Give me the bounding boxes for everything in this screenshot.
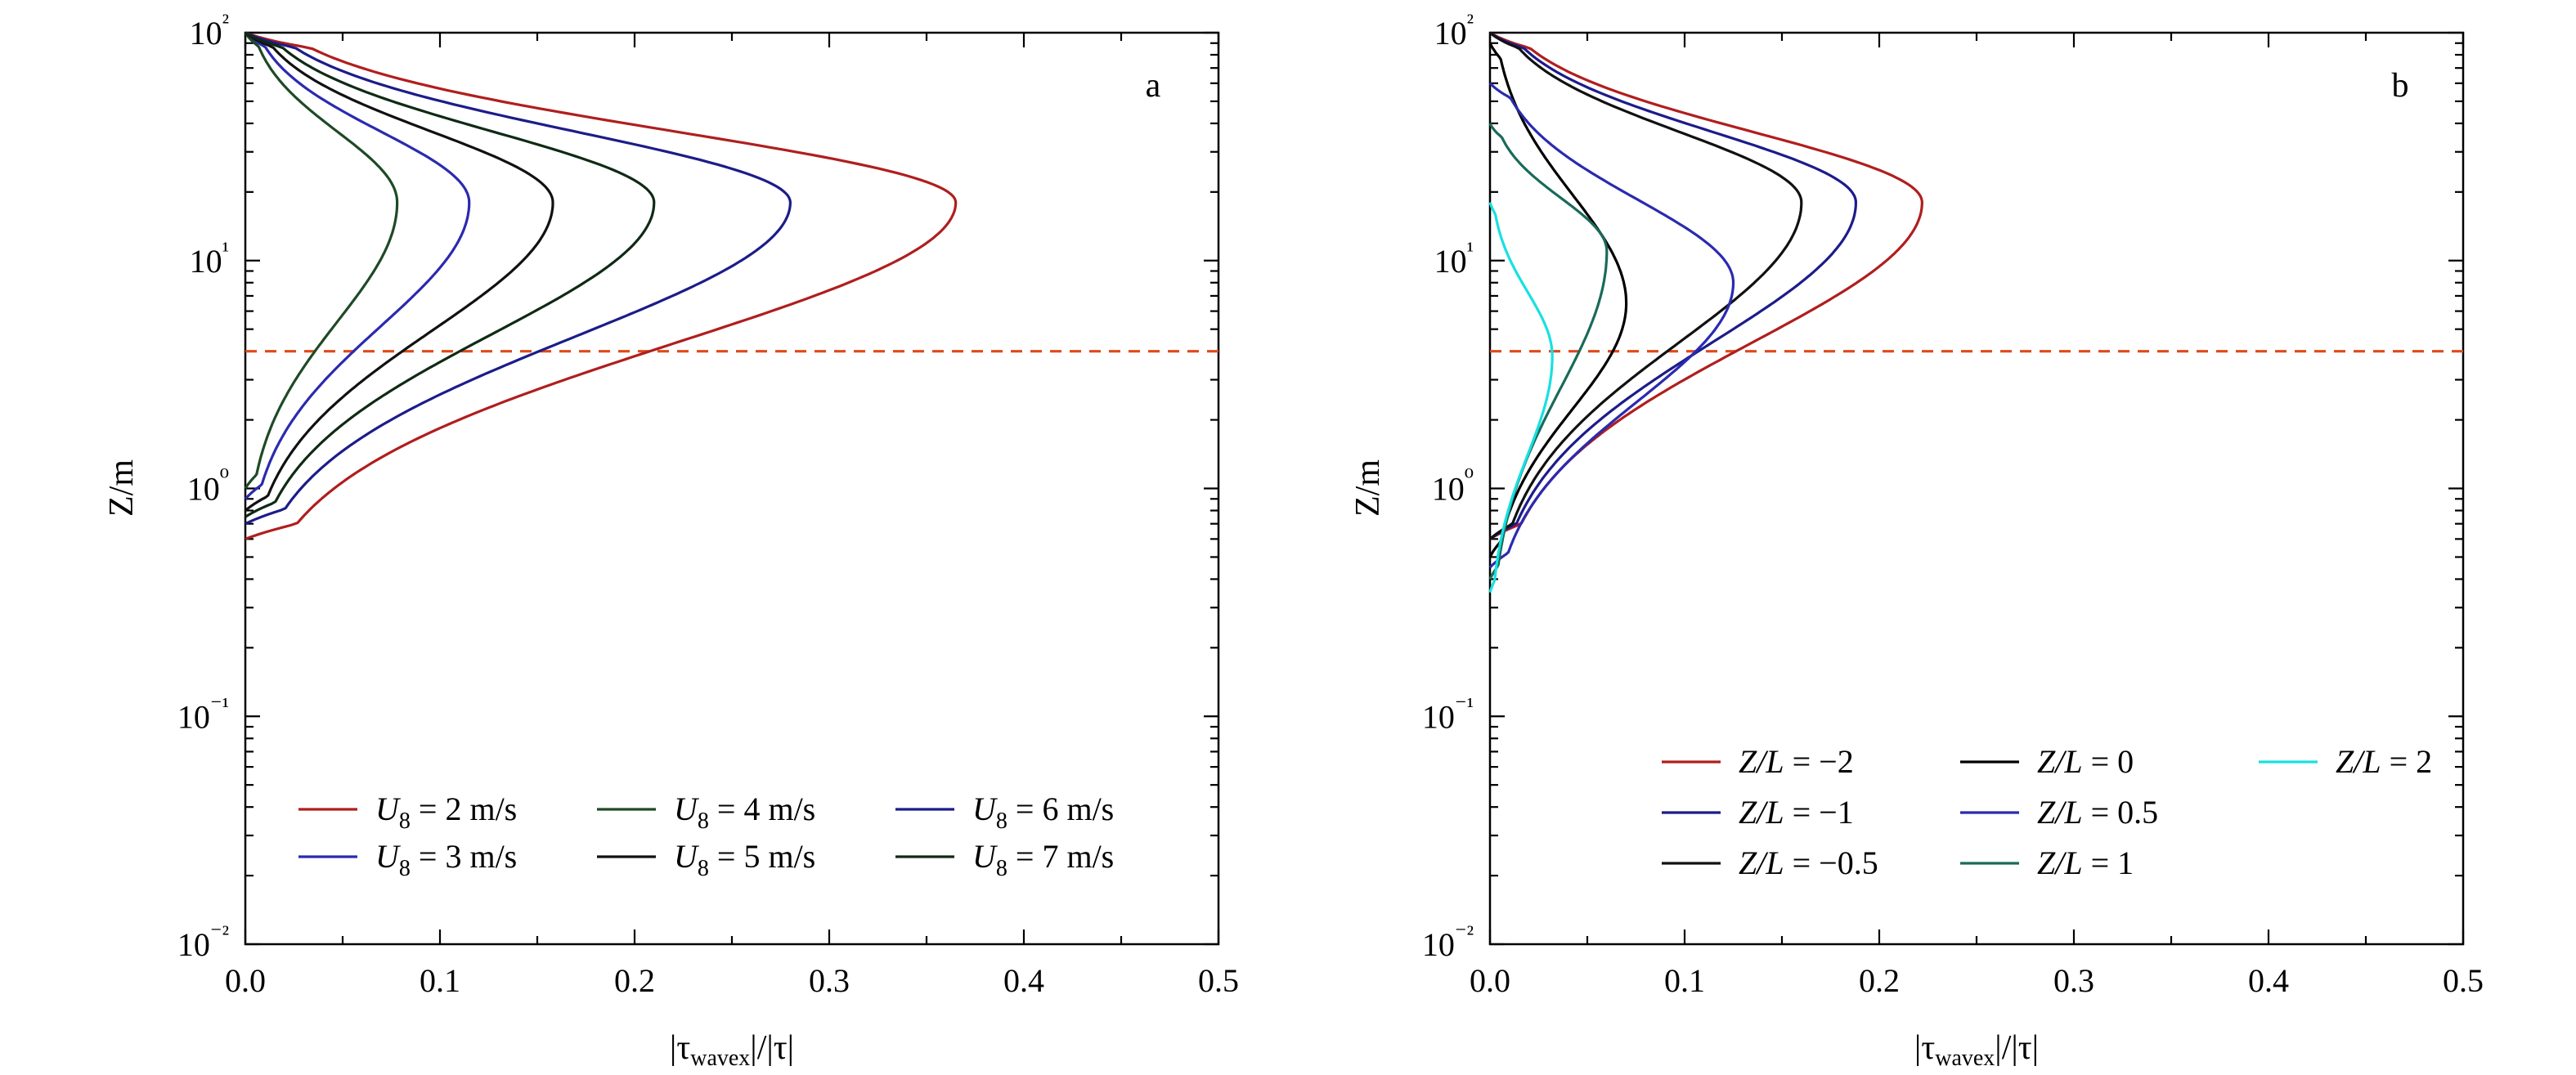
legend-entry: Z/L = 0.5	[1960, 794, 2158, 831]
legend-label: U8 = 4 m/s	[674, 791, 815, 834]
legend-label: U8 = 3 m/s	[375, 838, 517, 881]
panel-b-legend: Z/L = −2 Z/L = −1 Z/L = −0.5 Z/L = 0 Z/L = 0…	[1662, 743, 2432, 881]
panel-a-xlabel: |τwavex|/|τ|	[670, 1029, 794, 1071]
panel-a-series	[244, 31, 1218, 540]
x-tick-label: 0.3	[809, 962, 850, 999]
legend-label: Z/L = 2	[2336, 743, 2432, 780]
legend-label: U8 = 2 m/s	[375, 791, 517, 834]
y-tick-label: 10²	[1434, 10, 1474, 52]
legend-entry: U8 = 2 m/s	[298, 791, 517, 834]
y-tick-label: 10²	[190, 10, 229, 52]
legend-entry: U8 = 3 m/s	[298, 838, 517, 881]
series-line	[245, 31, 958, 540]
x-tick-label: 0.1	[420, 962, 460, 999]
panel-b-label: b	[2392, 67, 2409, 105]
y-tick-label: 10⁻¹	[1422, 693, 1474, 735]
series-line	[245, 31, 554, 512]
y-tick-label: 10⁰	[187, 466, 229, 508]
legend-label: Z/L = −2	[1739, 743, 1854, 780]
legend-entry: U8 = 6 m/s	[895, 791, 1114, 834]
panel-b-xlabel: |τwavex|/|τ|	[1914, 1029, 2039, 1071]
x-tick-label: 0.4	[2248, 962, 2289, 999]
legend-entry: U8 = 5 m/s	[597, 838, 815, 881]
legend-label: U8 = 6 m/s	[972, 791, 1114, 834]
legend-entry: Z/L = 1	[1960, 844, 2134, 881]
panel-a-ylabel: Z/m	[103, 459, 141, 517]
panel-a-label: a	[1146, 67, 1161, 105]
legend-label: Z/L = 0	[2037, 743, 2134, 780]
x-tick-label: 0.0	[225, 962, 266, 999]
x-tick-label: 0.5	[1198, 962, 1239, 999]
series-line	[1488, 82, 1735, 569]
legend-label: Z/L = 1	[2037, 844, 2134, 881]
legend-entry: Z/L = −1	[1662, 794, 1854, 831]
legend-entry: Z/L = −0.5	[1662, 844, 1878, 881]
legend-label: Z/L = 0.5	[2037, 794, 2158, 831]
y-tick-label: 10¹	[190, 238, 229, 280]
legend-entry: Z/L = 2	[2259, 743, 2432, 780]
y-tick-label: 10¹	[1434, 238, 1474, 280]
panel-b-frame	[1488, 31, 2465, 946]
series-line	[244, 32, 399, 490]
x-tick-label: 0.2	[1859, 962, 1900, 999]
legend-label: U8 = 7 m/s	[972, 838, 1114, 881]
y-tick-label: 10⁻²	[1422, 921, 1474, 963]
y-tick-label: 10⁰	[1432, 466, 1474, 508]
x-tick-label: 0.2	[614, 962, 655, 999]
panel-b-ticks: 0.0 0.1 0.2 0.3 0.4 0.5 10⁻² 10⁻¹ 10⁰ 10¹ 10²	[1422, 10, 2484, 999]
legend-entry: Z/L = 0	[1960, 743, 2134, 780]
series-line	[1488, 31, 1803, 540]
x-tick-label: 0.0	[1470, 962, 1510, 999]
y-tick-label: 10⁻¹	[177, 693, 229, 735]
x-tick-label: 0.5	[2443, 962, 2484, 999]
series-line	[245, 31, 792, 526]
panel-a: 0.0 0.1 0.2 0.3 0.4 0.5 10⁻² 10⁻¹ 10⁰ 10¹ 10² a Z/…	[103, 10, 1239, 1071]
series-line	[1488, 202, 1554, 593]
series-line	[244, 31, 471, 500]
series-line	[1489, 31, 1858, 540]
series-line	[1488, 43, 1628, 558]
legend-entry: U8 = 4 m/s	[597, 791, 815, 834]
y-tick-label: 10⁻²	[177, 921, 229, 963]
panel-b-series	[1488, 31, 2463, 593]
legend-label: Z/L = −1	[1739, 794, 1854, 831]
x-tick-label: 0.3	[2053, 962, 2094, 999]
panel-b-ylabel: Z/m	[1349, 459, 1387, 517]
x-tick-label: 0.1	[1664, 962, 1705, 999]
legend-label: Z/L = −0.5	[1739, 844, 1878, 881]
panel-a-ticks: 0.0 0.1 0.2 0.3 0.4 0.5 10⁻² 10⁻¹ 10⁰ 10¹ 10²	[177, 10, 1239, 999]
series-line	[245, 31, 656, 518]
panel-b: 0.0 0.1 0.2 0.3 0.4 0.5 10⁻² 10⁻¹ 10⁰ 10¹ 10² b Z/…	[1349, 10, 2484, 1071]
x-tick-label: 0.4	[1003, 962, 1044, 999]
legend-label: U8 = 5 m/s	[674, 838, 815, 881]
panel-a-legend: U8 = 2 m/sU8 = 3 m/s U8 = 4 m/sU8 = 5 m/s…	[298, 791, 1114, 881]
legend-entry: U8 = 7 m/s	[895, 838, 1114, 881]
legend-entry: Z/L = −2	[1662, 743, 1854, 780]
